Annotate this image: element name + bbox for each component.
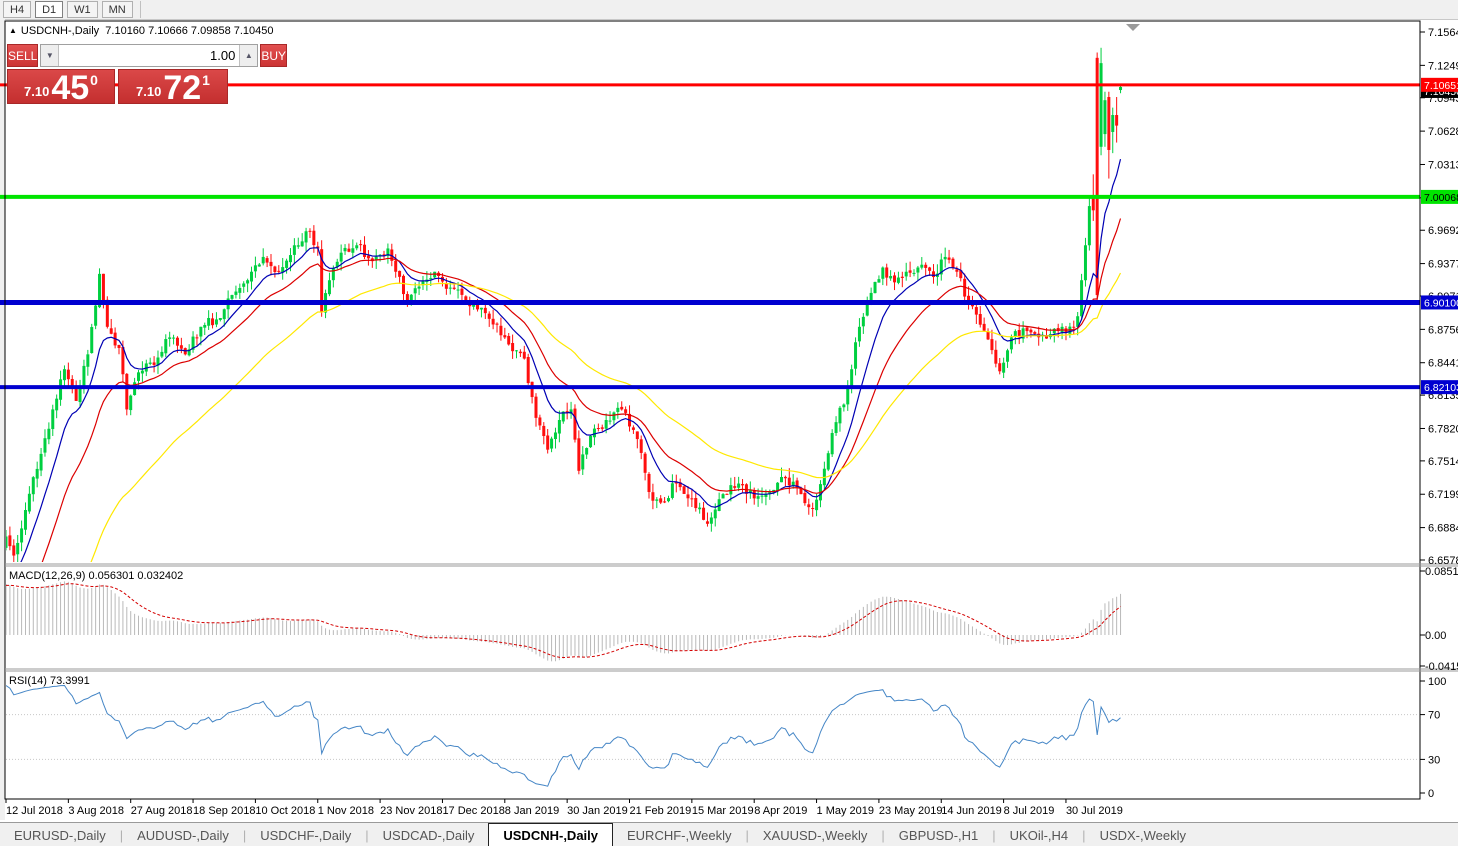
sell-price-prefix: 7.10 <box>24 84 50 99</box>
sell-price-pips: 45 <box>51 69 90 107</box>
svg-text:30: 30 <box>1428 754 1440 766</box>
volume-widget: ▼ ▲ <box>40 44 259 67</box>
svg-text:70: 70 <box>1428 710 1440 722</box>
svg-text:23 May 2019: 23 May 2019 <box>879 805 943 817</box>
chart-tab-usdcnh-daily[interactable]: USDCNH-,Daily <box>488 823 613 846</box>
svg-text:6.96920: 6.96920 <box>1428 225 1458 237</box>
buy-price-point: 1 <box>202 72 210 88</box>
timeframe-button-d1[interactable]: D1 <box>35 1 64 18</box>
timeframe-button-h4[interactable]: H4 <box>3 1 32 18</box>
svg-text:17 Dec 2018: 17 Dec 2018 <box>442 805 504 817</box>
buy-button[interactable]: BUY <box>260 44 288 67</box>
sell-price-point: 0 <box>90 72 98 88</box>
svg-text:0.00: 0.00 <box>1425 630 1446 642</box>
buy-price-pips: 72 <box>163 69 202 107</box>
svg-text:7.12490: 7.12490 <box>1428 60 1458 72</box>
svg-text:14 Jun 2019: 14 Jun 2019 <box>941 805 1002 817</box>
tab-separator: | <box>365 828 369 843</box>
svg-text:6.84410: 6.84410 <box>1428 358 1458 370</box>
chart-tab-usdchf-daily[interactable]: USDCHF-,Daily <box>260 828 352 843</box>
chart-tab-ukoil-h4[interactable]: UKOil-,H4 <box>1009 828 1069 843</box>
chart-tab-gbpusd-h1[interactable]: GBPUSD-,H1 <box>898 828 979 843</box>
timeframe-toolbar: H4 D1 W1 MN <box>0 0 1458 20</box>
chart-title: ▲ USDCNH-,Daily 7.10160 7.10666 7.09858 7… <box>9 25 274 37</box>
tab-separator: | <box>745 828 749 843</box>
svg-text:7.06280: 7.06280 <box>1428 126 1458 138</box>
chart-tab-usdx-weekly[interactable]: USDX-,Weekly <box>1099 828 1187 843</box>
chart-tab-usdcad-daily[interactable]: USDCAD-,Daily <box>382 828 475 843</box>
svg-text:100: 100 <box>1428 676 1446 688</box>
svg-text:8 Jan 2019: 8 Jan 2019 <box>505 805 559 817</box>
svg-text:6.75140: 6.75140 <box>1428 456 1458 468</box>
sell-price-box[interactable]: 7.10 45 0 <box>7 69 115 107</box>
toolbar-separator <box>139 1 141 18</box>
svg-text:7.03130: 7.03130 <box>1428 159 1458 171</box>
tab-separator: | <box>992 828 996 843</box>
svg-text:23 Nov 2018: 23 Nov 2018 <box>380 805 442 817</box>
svg-text:15 Mar 2019: 15 Mar 2019 <box>692 805 754 817</box>
svg-text:21 Feb 2019: 21 Feb 2019 <box>630 805 692 817</box>
collapse-icon[interactable]: ▲ <box>9 26 17 35</box>
svg-text:30 Jul 2019: 30 Jul 2019 <box>1066 805 1123 817</box>
svg-text:6.68840: 6.68840 <box>1428 523 1458 535</box>
svg-text:7.10651: 7.10651 <box>1424 80 1458 92</box>
svg-text:30 Jan 2019: 30 Jan 2019 <box>567 805 628 817</box>
svg-text:3 Aug 2018: 3 Aug 2018 <box>68 805 124 817</box>
svg-text:6.65780: 6.65780 <box>1428 555 1458 567</box>
rsi-label: RSI(14) 73.3991 <box>9 675 90 687</box>
timeframe-button-mn[interactable]: MN <box>101 1 133 18</box>
chart-tab-audusd-daily[interactable]: AUDUSD-,Daily <box>137 828 229 843</box>
svg-text:7.00068: 7.00068 <box>1424 192 1458 204</box>
chart-shift-icon <box>1126 24 1140 31</box>
buy-price-prefix: 7.10 <box>136 84 162 99</box>
macd-label: MACD(12,26,9) 0.056301 0.032402 <box>9 570 184 582</box>
timeframe-button-w1[interactable]: W1 <box>67 1 98 18</box>
one-click-trading-panel: SELL ▼ ▲ BUY 7.10 45 0 7.10 72 1 <box>7 44 288 107</box>
sell-button[interactable]: SELL <box>7 44 39 67</box>
tab-separator: | <box>881 828 885 843</box>
chart-tab-bar: EURUSD-,Daily | AUDUSD-,Daily | USDCHF-,Dail… <box>0 822 1458 846</box>
svg-text:-0.04159: -0.04159 <box>1425 661 1458 673</box>
svg-text:0.085164: 0.085164 <box>1425 566 1458 578</box>
svg-text:7.15640: 7.15640 <box>1428 27 1458 39</box>
buy-price-box[interactable]: 7.10 72 1 <box>118 69 228 107</box>
volume-increase-icon[interactable]: ▲ <box>239 45 258 66</box>
chart-ohlc-values: 7.10160 7.10666 7.09858 7.10450 <box>105 25 274 37</box>
svg-text:8 Apr 2019: 8 Apr 2019 <box>754 805 807 817</box>
svg-text:6.93770: 6.93770 <box>1428 259 1458 271</box>
volume-input[interactable] <box>59 45 240 66</box>
volume-decrease-icon[interactable]: ▼ <box>41 45 60 66</box>
svg-text:8 Jul 2019: 8 Jul 2019 <box>1004 805 1055 817</box>
svg-text:1 May 2019: 1 May 2019 <box>817 805 874 817</box>
tab-separator: | <box>242 828 247 843</box>
svg-text:12 Jul 2018: 12 Jul 2018 <box>6 805 63 817</box>
svg-text:6.78200: 6.78200 <box>1428 423 1458 435</box>
svg-text:27 Aug 2018: 27 Aug 2018 <box>131 805 193 817</box>
tab-separator: | <box>1082 828 1086 843</box>
chart-tab-xauusd-weekly[interactable]: XAUUSD-,Weekly <box>762 828 868 843</box>
svg-text:6.90100: 6.90100 <box>1424 297 1458 309</box>
tab-separator: | <box>119 828 124 843</box>
svg-text:18 Sep 2018: 18 Sep 2018 <box>193 805 255 817</box>
chart-tab-eurchf-weekly[interactable]: EURCHF-,Weekly <box>627 828 732 843</box>
svg-text:1 Nov 2018: 1 Nov 2018 <box>318 805 374 817</box>
chart-symbol: USDCNH-,Daily <box>20 25 100 37</box>
svg-text:6.82103: 6.82103 <box>1424 382 1458 394</box>
chart-tab-eurusd-daily[interactable]: EURUSD-,Daily <box>14 828 106 843</box>
svg-text:6.87560: 6.87560 <box>1428 324 1458 336</box>
svg-text:0: 0 <box>1428 788 1434 800</box>
svg-text:6.71990: 6.71990 <box>1428 489 1458 501</box>
svg-text:10 Oct 2018: 10 Oct 2018 <box>255 805 315 817</box>
